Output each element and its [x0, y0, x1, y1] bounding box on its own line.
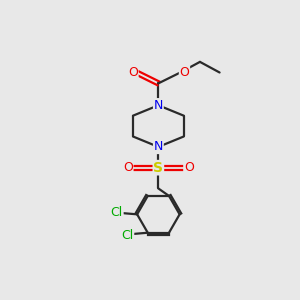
- Text: O: O: [184, 161, 194, 174]
- Text: O: O: [123, 161, 133, 174]
- Text: Cl: Cl: [111, 206, 123, 218]
- Text: S: S: [153, 161, 164, 175]
- Text: N: N: [154, 140, 163, 153]
- Text: O: O: [128, 66, 138, 79]
- Text: N: N: [154, 99, 163, 112]
- Text: O: O: [179, 66, 189, 79]
- Text: Cl: Cl: [121, 229, 134, 242]
